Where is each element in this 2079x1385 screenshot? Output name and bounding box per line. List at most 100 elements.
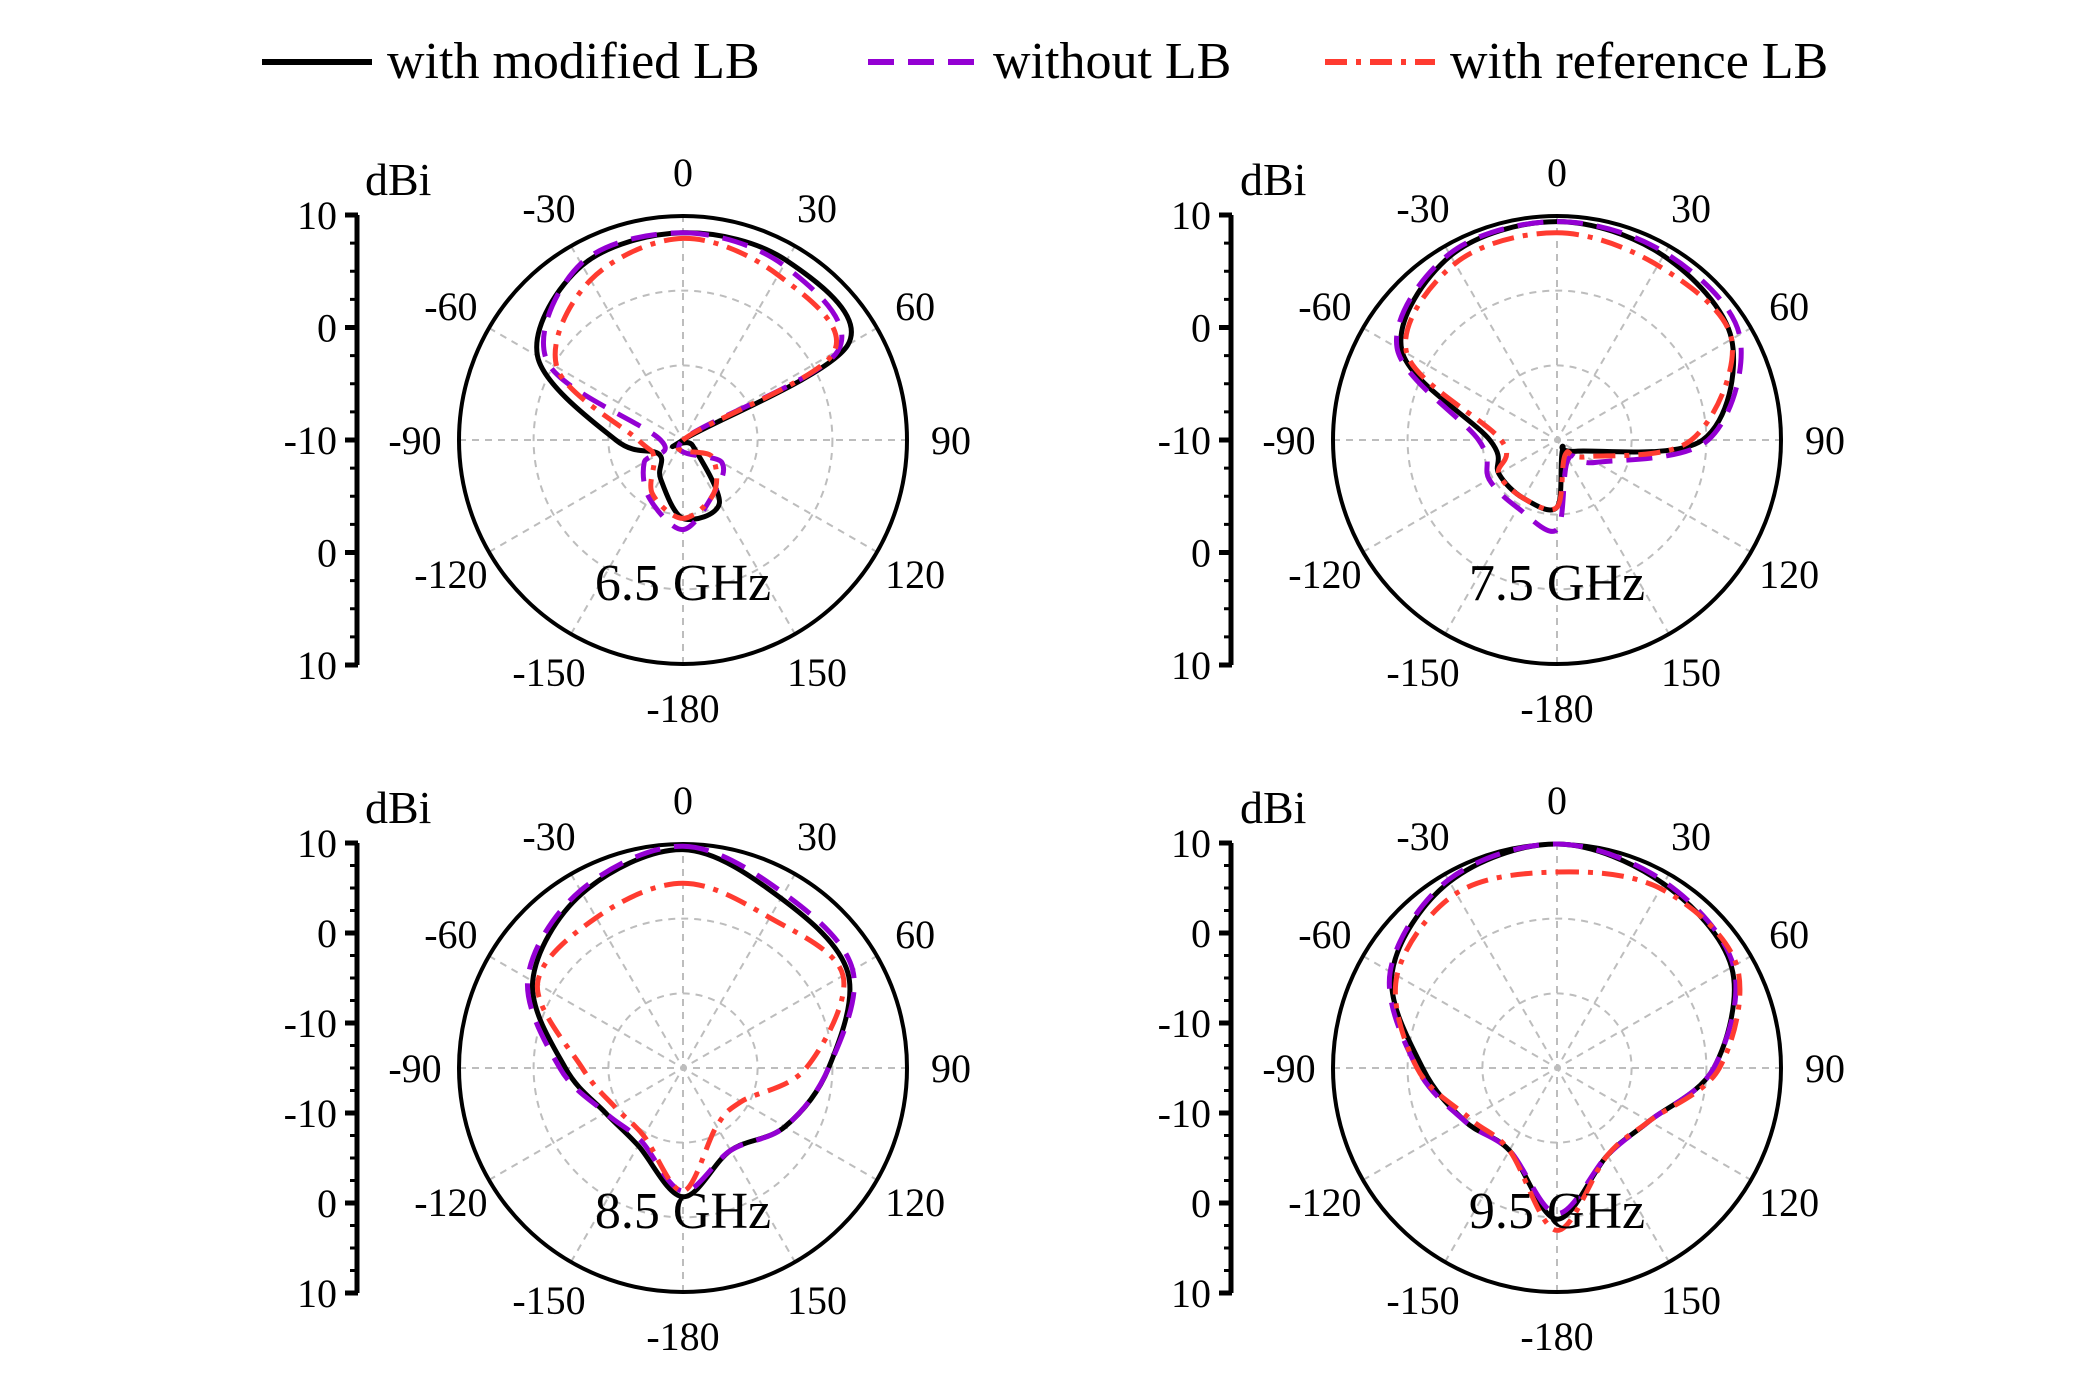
angle-tick-label: 120 (885, 552, 945, 597)
legend-label-modified: with modified LB (387, 33, 760, 90)
angle-tick-label: 150 (1661, 650, 1721, 695)
angle-tick-label: 0 (673, 150, 693, 195)
angle-tick-label: -90 (1262, 1046, 1315, 1091)
series-line-modified (534, 230, 854, 522)
frequency-label: 8.5 GHz (595, 1183, 771, 1240)
series-line-reference (534, 880, 847, 1194)
radial-tick-label: 10 (1171, 643, 1211, 688)
angle-tick-label: 150 (787, 1278, 847, 1323)
polar-panel-1: 0 30 60 90 120 150 -180 -150 -120 -90 -60 -30 10 0 -10… (284, 150, 971, 731)
frequency-label: 6.5 GHz (595, 555, 771, 612)
angle-tick-label: 90 (1805, 1046, 1845, 1091)
radial-tick-label: 0 (317, 531, 337, 576)
radial-tick-label: -10 (1158, 418, 1211, 463)
angle-tick-label: -120 (1288, 552, 1361, 597)
angle-tick-label: 30 (1671, 186, 1711, 231)
radial-tick-label: 10 (1171, 1271, 1211, 1316)
angle-tick-label: 60 (895, 284, 935, 329)
radial-tick-label: 10 (297, 193, 337, 238)
radial-axis: 10 0 -10 -10 0 10 (284, 821, 360, 1316)
grid-spoke (570, 873, 796, 1263)
angle-tick-label: 0 (673, 778, 693, 823)
radial-tick-label: 10 (297, 1271, 337, 1316)
angle-tick-label: -180 (1520, 1314, 1593, 1359)
radial-tick-label: 10 (1171, 193, 1211, 238)
angle-tick-label: 150 (787, 650, 847, 695)
angle-tick-label: -30 (522, 186, 575, 231)
radial-tick-label: 0 (1191, 306, 1211, 351)
radial-tick-label: 0 (317, 911, 337, 956)
frequency-label: 9.5 GHz (1469, 1183, 1645, 1240)
angle-tick-label: 0 (1547, 150, 1567, 195)
radial-tick-label: 0 (1191, 911, 1211, 956)
angle-tick-label: -180 (646, 1314, 719, 1359)
series-line-without (540, 230, 845, 533)
radial-tick-label: 0 (317, 306, 337, 351)
angle-tick-label: 0 (1547, 778, 1567, 823)
radial-tick-label: 0 (1191, 1181, 1211, 1226)
series-line-modified (530, 847, 853, 1200)
angle-tick-label: 30 (797, 186, 837, 231)
angle-tick-label: -180 (646, 686, 719, 731)
radial-tick-label: -10 (284, 418, 337, 463)
radial-axis: 10 0 -10 0 10 (284, 193, 360, 688)
angle-tick-label: 90 (1805, 418, 1845, 463)
grid-spoke (1444, 873, 1670, 1263)
legend-label-without: without LB (993, 33, 1231, 90)
unit-label: dBi (365, 782, 431, 833)
series-line-without (525, 843, 857, 1194)
series-line-without (1386, 841, 1739, 1217)
unit-label: dBi (1240, 154, 1306, 205)
angle-tick-label: 60 (1769, 284, 1809, 329)
angle-tick-label: 60 (1769, 912, 1809, 957)
series-line-without (1394, 219, 1744, 534)
radial-tick-label: -10 (1158, 1091, 1211, 1136)
polar-panel-3: 0 30 60 90 120 150 -180 -150 -120 -90 -60 -30 10 0 -10… (284, 778, 971, 1359)
radial-tick-label: 10 (1171, 821, 1211, 866)
unit-label: dBi (365, 154, 431, 205)
angle-tick-label: 120 (885, 1180, 945, 1225)
grid-circle (607, 364, 759, 516)
angle-tick-label: -150 (512, 1278, 585, 1323)
angle-tick-label: -60 (1298, 284, 1351, 329)
angle-tick-label: 150 (1661, 1278, 1721, 1323)
angle-tick-label: -90 (1262, 418, 1315, 463)
angle-tick-label: -90 (388, 418, 441, 463)
radial-tick-label: 0 (1191, 531, 1211, 576)
angle-tick-label: -60 (424, 284, 477, 329)
grid-circle (607, 992, 759, 1144)
outer-circle (1331, 214, 1783, 666)
angle-tick-label: -30 (1396, 186, 1449, 231)
angle-tick-label: 60 (895, 912, 935, 957)
angle-tick-label: -180 (1520, 686, 1593, 731)
angle-tick-label: -120 (414, 1180, 487, 1225)
radial-tick-label: 10 (297, 821, 337, 866)
radial-tick-label: 10 (297, 643, 337, 688)
legend-label-reference: with reference LB (1450, 33, 1828, 90)
angle-tick-label: -150 (512, 650, 585, 695)
angle-tick-label: -120 (414, 552, 487, 597)
radial-tick-label: -10 (1158, 1001, 1211, 1046)
grid-circle (532, 917, 834, 1219)
angle-tick-label: -30 (522, 814, 575, 859)
angle-tick-label: 90 (931, 418, 971, 463)
angle-tick-label: -90 (388, 1046, 441, 1091)
series-line-reference (1403, 230, 1735, 513)
outer-circle (457, 214, 909, 666)
radial-axis: 10 0 -10 0 10 (1158, 193, 1234, 688)
grid-spoke (1444, 245, 1670, 635)
radial-tick-label: -10 (284, 1001, 337, 1046)
angle-tick-label: 90 (931, 1046, 971, 1091)
angle-tick-label: -30 (1396, 814, 1449, 859)
unit-label: dBi (1240, 782, 1306, 833)
radial-axis: 10 0 -10 -10 0 10 (1158, 821, 1234, 1316)
grid-circle (532, 289, 834, 591)
angle-tick-label: 120 (1759, 552, 1819, 597)
radial-tick-label: 0 (317, 1181, 337, 1226)
series-line-reference (1392, 869, 1743, 1233)
series-line-reference (552, 235, 839, 521)
radial-tick-label: -10 (284, 1091, 337, 1136)
grid-circle (1481, 992, 1633, 1144)
angle-tick-label: 30 (1671, 814, 1711, 859)
